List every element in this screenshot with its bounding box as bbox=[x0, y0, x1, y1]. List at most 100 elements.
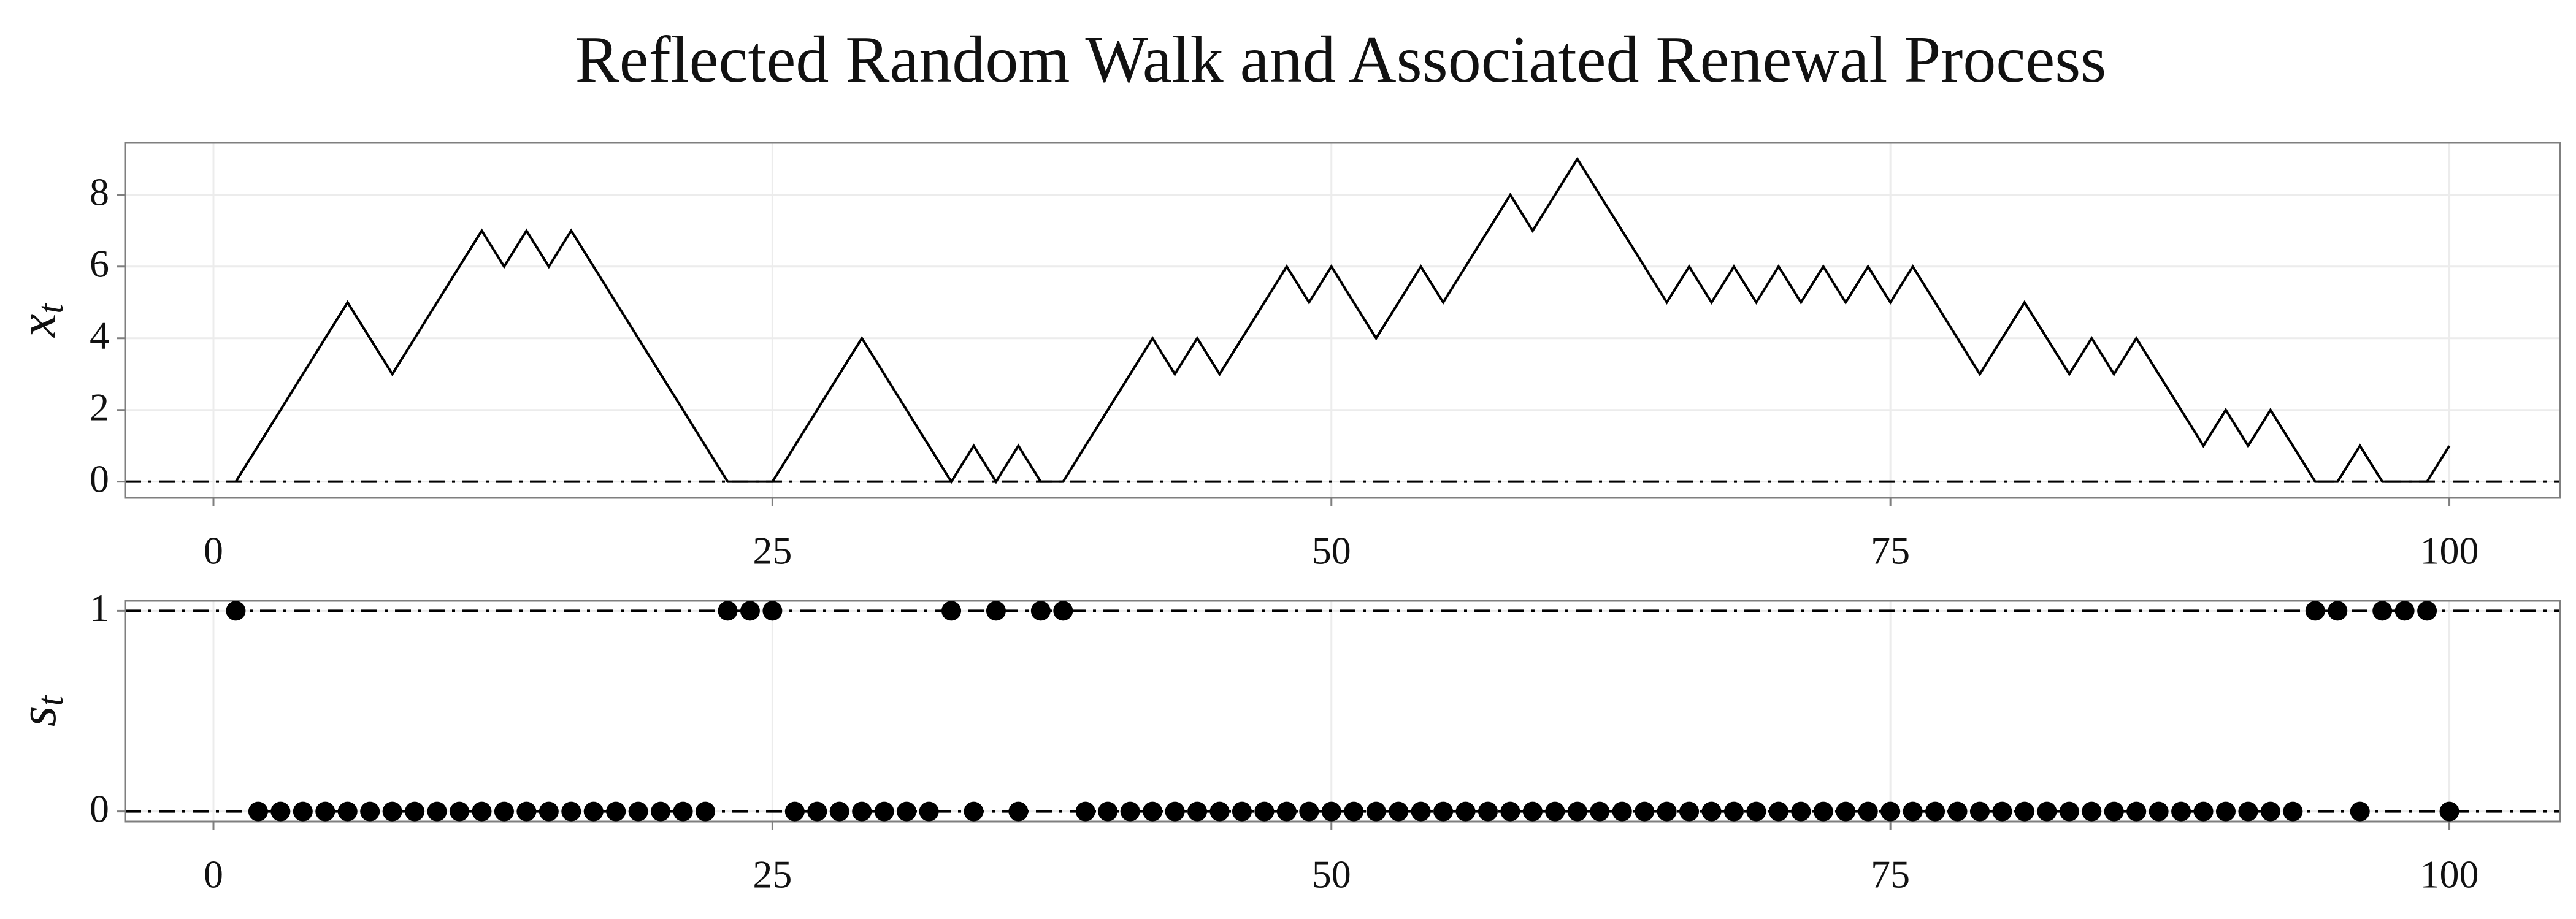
y-tick-label: 4 bbox=[90, 313, 109, 357]
x-tick-label: 100 bbox=[2420, 853, 2479, 896]
point bbox=[784, 801, 805, 822]
x-tick-label: 75 bbox=[1871, 529, 1910, 573]
point bbox=[2305, 601, 2325, 621]
point bbox=[561, 801, 581, 822]
point bbox=[1903, 801, 1923, 822]
point bbox=[494, 801, 514, 822]
point bbox=[1344, 801, 1364, 822]
point bbox=[1791, 801, 1811, 822]
x-tick-label: 100 bbox=[2420, 529, 2479, 573]
point bbox=[1276, 801, 1297, 822]
point bbox=[270, 801, 291, 822]
point bbox=[2417, 601, 2437, 621]
point bbox=[1858, 801, 1878, 822]
point bbox=[2171, 801, 2191, 822]
point bbox=[1746, 801, 1766, 822]
point bbox=[248, 801, 268, 822]
y-tick-label: 8 bbox=[90, 170, 109, 213]
point bbox=[807, 801, 827, 822]
point bbox=[1098, 801, 1118, 822]
point bbox=[2260, 801, 2280, 822]
point bbox=[1679, 801, 1700, 822]
point bbox=[1120, 801, 1140, 822]
x-tick-label: 25 bbox=[753, 853, 792, 896]
point bbox=[651, 801, 671, 822]
point bbox=[1411, 801, 1431, 822]
point bbox=[941, 601, 962, 621]
y-axis-label: st bbox=[8, 695, 71, 726]
point bbox=[673, 801, 693, 822]
point bbox=[2037, 801, 2057, 822]
point bbox=[740, 601, 760, 621]
point bbox=[1053, 601, 1073, 621]
y-axis-label-sub: t bbox=[30, 695, 71, 706]
x-tick-label: 75 bbox=[1871, 853, 1910, 896]
x-tick-label: 0 bbox=[204, 529, 223, 573]
point bbox=[696, 801, 716, 822]
point bbox=[1522, 801, 1543, 822]
y-axis-label: xt bbox=[8, 303, 71, 338]
point bbox=[1880, 801, 1901, 822]
point bbox=[1567, 801, 1587, 822]
y-axis-label-base: x bbox=[8, 314, 67, 338]
point bbox=[1455, 801, 1476, 822]
y-tick-label: 6 bbox=[90, 242, 109, 285]
point bbox=[2238, 801, 2258, 822]
point bbox=[2283, 801, 2303, 822]
point bbox=[1701, 801, 1722, 822]
x-tick-label: 25 bbox=[753, 529, 792, 573]
point bbox=[1008, 801, 1029, 822]
point bbox=[2350, 801, 2370, 822]
point bbox=[1635, 801, 1655, 822]
point bbox=[450, 801, 470, 822]
point bbox=[405, 801, 425, 822]
point bbox=[427, 801, 447, 822]
y-tick-label: 0 bbox=[90, 787, 109, 830]
point bbox=[2394, 601, 2415, 621]
point bbox=[2126, 801, 2147, 822]
point bbox=[1030, 601, 1051, 621]
line bbox=[234, 156, 2451, 484]
point bbox=[1768, 801, 1788, 822]
panel-border bbox=[124, 142, 2561, 499]
point bbox=[2193, 801, 2214, 822]
point bbox=[1254, 801, 1275, 822]
point bbox=[1187, 801, 1208, 822]
point bbox=[2104, 801, 2124, 822]
point bbox=[1433, 801, 1454, 822]
point bbox=[1813, 801, 1833, 822]
point bbox=[1075, 801, 1095, 822]
point bbox=[1992, 801, 2012, 822]
point bbox=[1947, 801, 1968, 822]
point bbox=[583, 801, 604, 822]
point bbox=[986, 601, 1006, 621]
point bbox=[919, 801, 939, 822]
y-axis-label-base: s bbox=[8, 706, 67, 726]
point bbox=[1366, 801, 1386, 822]
point bbox=[2215, 801, 2236, 822]
point bbox=[1925, 801, 1945, 822]
point bbox=[1969, 801, 1990, 822]
point bbox=[1389, 801, 1409, 822]
point bbox=[2082, 801, 2102, 822]
chart-title: Reflected Random Walk and Associated Ren… bbox=[575, 23, 2107, 96]
point bbox=[1590, 801, 1610, 822]
point bbox=[1299, 801, 1319, 822]
point bbox=[1545, 801, 1565, 822]
panel-border bbox=[124, 600, 2561, 823]
point bbox=[2372, 601, 2393, 621]
y-tick-label: 1 bbox=[90, 586, 109, 630]
point bbox=[1723, 801, 1744, 822]
point bbox=[2059, 801, 2079, 822]
y-tick-label: 0 bbox=[90, 457, 109, 500]
y-axis-label-sub: t bbox=[30, 303, 71, 314]
point bbox=[897, 801, 917, 822]
point bbox=[360, 801, 380, 822]
x-tick-label: 50 bbox=[1312, 529, 1351, 573]
point bbox=[337, 801, 358, 822]
point bbox=[829, 801, 849, 822]
point bbox=[2439, 801, 2459, 822]
point bbox=[539, 801, 559, 822]
point bbox=[472, 801, 492, 822]
x-tick-label: 0 bbox=[204, 853, 223, 896]
